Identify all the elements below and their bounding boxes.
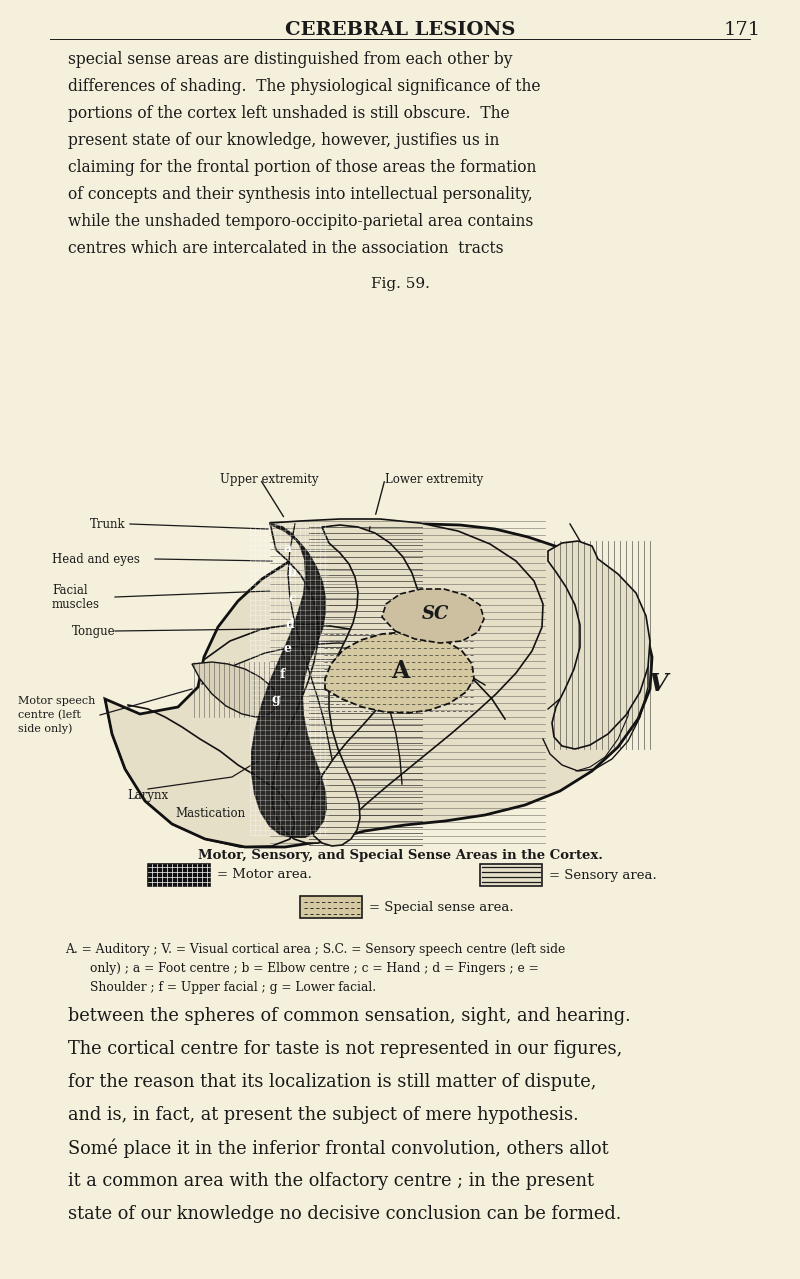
Text: state of our knowledge no decisive conclusion can be formed.: state of our knowledge no decisive concl… [68, 1205, 622, 1223]
Polygon shape [192, 663, 278, 718]
Text: Facial: Facial [52, 585, 88, 597]
Text: Larynx: Larynx [127, 789, 169, 802]
Text: differences of shading.  The physiological significance of the: differences of shading. The physiologica… [68, 78, 541, 95]
Text: SC: SC [422, 605, 449, 623]
Text: and is, in fact, at present the subject of mere hypothesis.: and is, in fact, at present the subject … [68, 1106, 578, 1124]
Text: Motor, Sensory, and Special Sense Areas in the Cortex.: Motor, Sensory, and Special Sense Areas … [198, 849, 602, 862]
Text: for the reason that its localization is still matter of dispute,: for the reason that its localization is … [68, 1073, 596, 1091]
Text: d: d [286, 618, 294, 631]
Text: centres which are intercalated in the association  tracts: centres which are intercalated in the as… [68, 240, 503, 257]
Text: = Special sense area.: = Special sense area. [369, 900, 514, 913]
Text: = Motor area.: = Motor area. [217, 868, 312, 881]
Text: CEREBRAL LESIONS: CEREBRAL LESIONS [285, 20, 515, 38]
Text: g: g [272, 692, 280, 706]
Text: Somé place it in the inferior frontal convolution, others allot: Somé place it in the inferior frontal co… [68, 1140, 609, 1159]
Bar [300, 897, 362, 918]
Text: Lower extremity: Lower extremity [385, 472, 483, 486]
Bar [148, 865, 210, 886]
Text: Fig. 59.: Fig. 59. [370, 278, 430, 292]
Text: special sense areas are distinguished from each other by: special sense areas are distinguished fr… [68, 51, 513, 68]
Text: Upper extremity: Upper extremity [220, 472, 318, 486]
Text: A. = Auditory ; V. = Visual cortical area ; S.C. = Sensory speech centre (left s: A. = Auditory ; V. = Visual cortical are… [65, 943, 566, 955]
Text: portions of the cortex left unshaded is still obscure.  The: portions of the cortex left unshaded is … [68, 105, 510, 122]
Text: Mastication: Mastication [175, 807, 245, 820]
Polygon shape [548, 541, 650, 749]
Text: side only): side only) [18, 724, 72, 734]
Text: it a common area with the olfactory centre ; in the present: it a common area with the olfactory cent… [68, 1172, 594, 1189]
Text: centre (left: centre (left [18, 710, 81, 720]
Text: only) ; a = Foot centre ; b = Elbow centre ; c = Hand ; d = Fingers ; e =: only) ; a = Foot centre ; b = Elbow cent… [90, 962, 538, 975]
Text: = Sensory area.: = Sensory area. [549, 868, 657, 881]
Text: Shoulder ; f = Upper facial ; g = Lower facial.: Shoulder ; f = Upper facial ; g = Lower … [90, 981, 376, 994]
Text: 171: 171 [723, 20, 761, 38]
Polygon shape [105, 524, 652, 847]
Polygon shape [382, 590, 484, 643]
Text: f: f [279, 668, 285, 680]
Text: The cortical centre for taste is not represented in our figures,: The cortical centre for taste is not rep… [68, 1040, 622, 1058]
Text: Tongue: Tongue [72, 624, 116, 637]
Text: while the unshaded temporo-occipito-parietal area contains: while the unshaded temporo-occipito-pari… [68, 214, 534, 230]
Polygon shape [325, 632, 474, 712]
Text: Head and eyes: Head and eyes [52, 553, 140, 565]
Text: of concepts and their synthesis into intellectual personality,: of concepts and their synthesis into int… [68, 185, 533, 203]
Polygon shape [270, 519, 543, 843]
Text: A: A [391, 659, 409, 683]
Text: between the spheres of common sensation, sight, and hearing.: between the spheres of common sensation,… [68, 1007, 630, 1024]
Polygon shape [310, 524, 420, 845]
Text: V: V [648, 671, 668, 696]
Text: present state of our knowledge, however, justifies us in: present state of our knowledge, however,… [68, 132, 499, 148]
Text: Trunk: Trunk [90, 518, 126, 531]
Text: b: b [288, 567, 296, 579]
Text: claiming for the frontal portion of those areas the formation: claiming for the frontal portion of thos… [68, 159, 536, 177]
Text: a: a [284, 542, 292, 555]
Text: e: e [283, 642, 291, 656]
Text: Motor speech: Motor speech [18, 696, 95, 706]
Text: c: c [288, 592, 296, 605]
Bar [480, 865, 542, 886]
Text: muscles: muscles [52, 597, 100, 610]
Polygon shape [252, 524, 326, 836]
